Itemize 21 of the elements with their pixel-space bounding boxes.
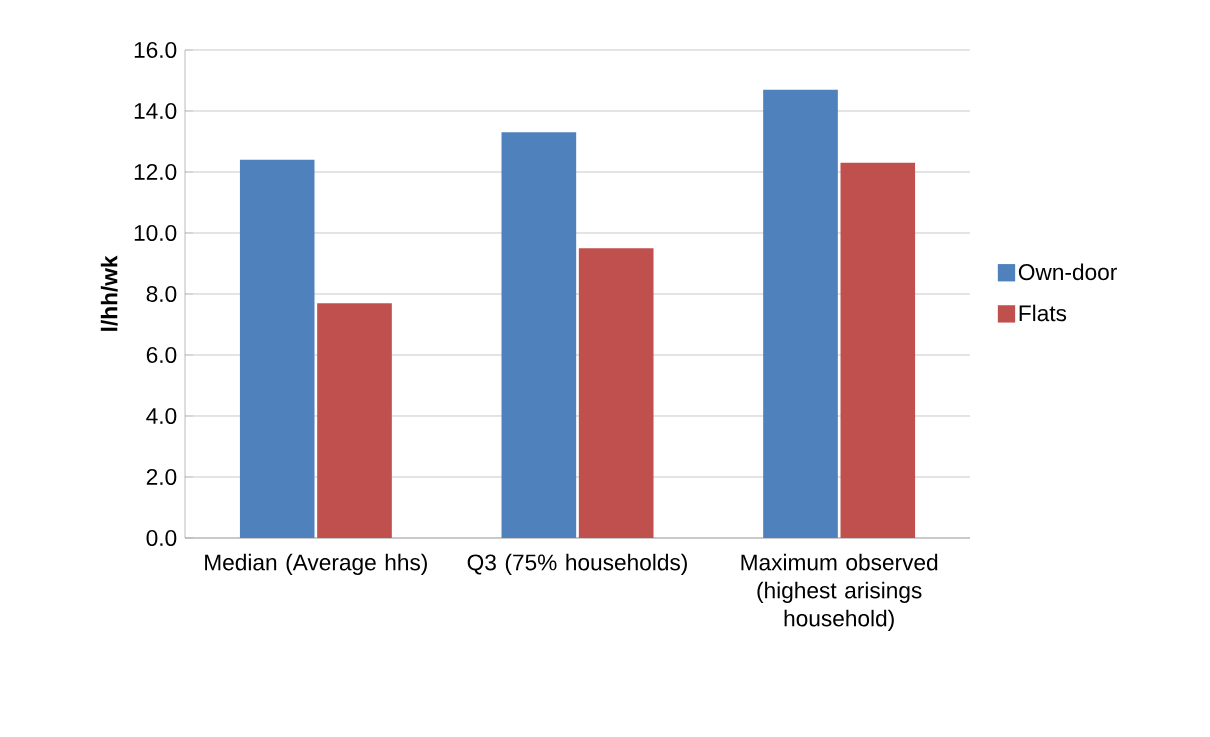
y-tick-label: 10.0 xyxy=(134,224,177,242)
y-tick-label: 4.0 xyxy=(146,407,177,425)
y-tick-label: 14.0 xyxy=(134,102,177,120)
y-tick-label: 2.0 xyxy=(146,468,177,486)
bar xyxy=(840,162,916,538)
y-tick-label: 6.0 xyxy=(146,346,177,364)
y-tick-label: 16.0 xyxy=(134,41,177,59)
y-tick-label: 12.0 xyxy=(134,163,177,181)
legend-label: Flats xyxy=(1019,304,1067,322)
x-tick-label: Maximum observed (highest arisings household) xyxy=(741,553,938,631)
x-tick-label: Q3 (75% households) xyxy=(467,553,687,575)
bar xyxy=(763,89,838,538)
legend-label: Own-door xyxy=(1018,263,1117,281)
x-tick-label: Median (Average hhs) xyxy=(205,553,427,575)
bar xyxy=(239,159,315,538)
y-axis-title: l/hh/wk xyxy=(100,255,118,331)
y-tick-label: 0.0 xyxy=(146,529,177,547)
bar xyxy=(317,303,392,538)
bar xyxy=(501,132,577,538)
y-tick-label: 8.0 xyxy=(146,285,177,303)
bar xyxy=(578,248,654,538)
